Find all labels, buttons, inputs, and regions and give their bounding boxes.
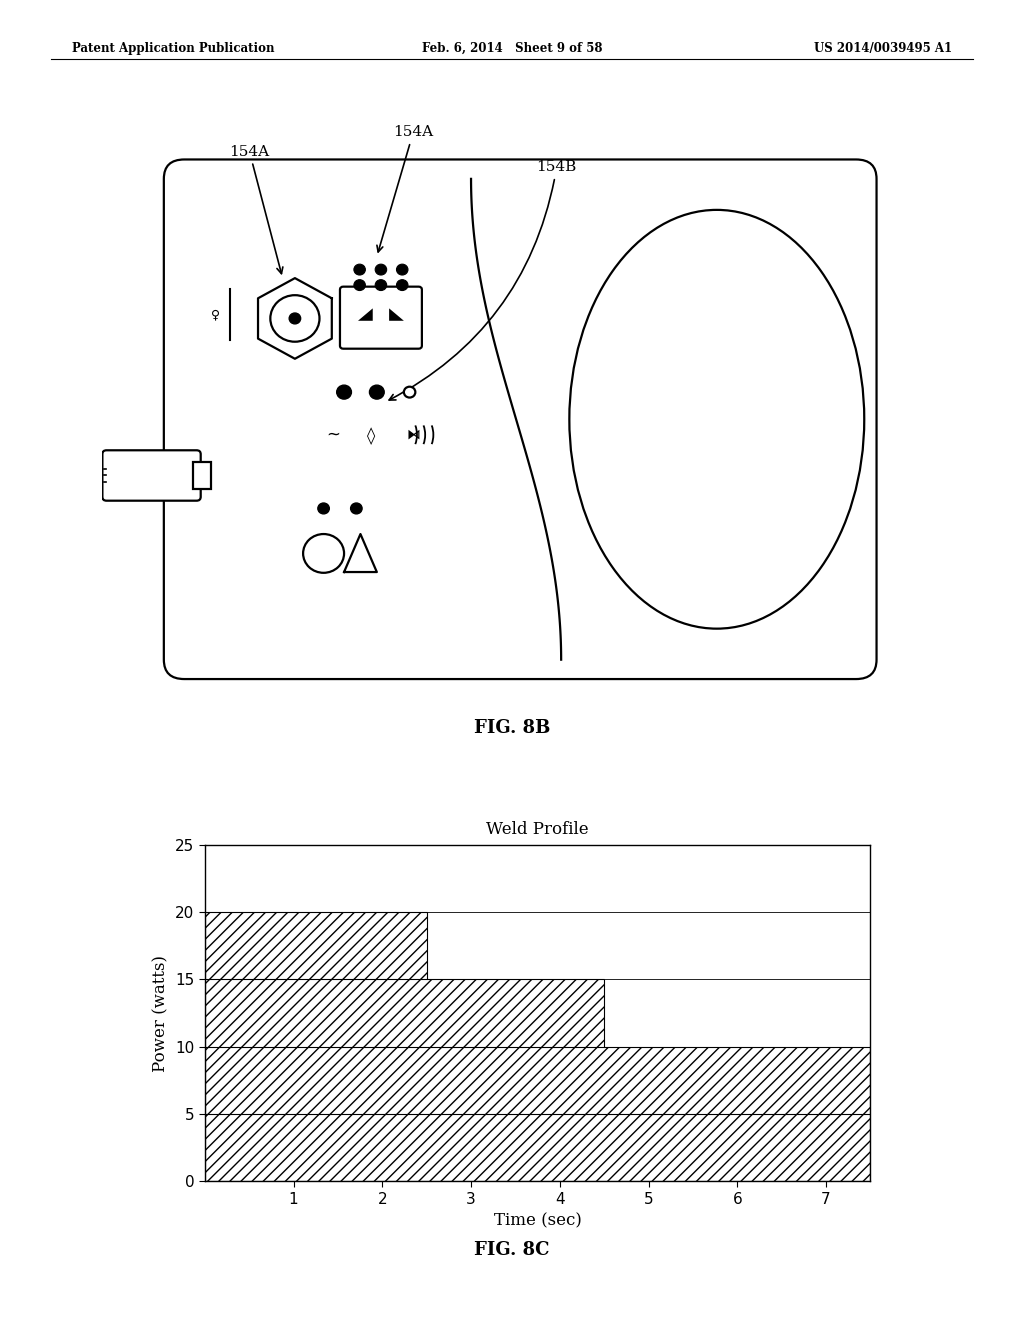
- Text: FIG. 8B: FIG. 8B: [474, 719, 550, 738]
- Text: 154A: 154A: [377, 125, 433, 252]
- Y-axis label: Power (watts): Power (watts): [153, 954, 170, 1072]
- Circle shape: [289, 313, 301, 323]
- Circle shape: [350, 503, 362, 513]
- Polygon shape: [389, 309, 403, 321]
- Bar: [205, 979, 604, 1181]
- Circle shape: [317, 503, 330, 513]
- Circle shape: [396, 264, 408, 275]
- Circle shape: [375, 264, 387, 275]
- Circle shape: [403, 387, 416, 397]
- FancyBboxPatch shape: [102, 450, 201, 500]
- Text: 154B: 154B: [389, 160, 577, 400]
- Polygon shape: [358, 309, 373, 321]
- Ellipse shape: [569, 210, 864, 628]
- Text: US 2014/0039495 A1: US 2014/0039495 A1: [814, 42, 952, 55]
- X-axis label: Time (sec): Time (sec): [494, 1212, 582, 1229]
- Bar: [205, 1047, 870, 1181]
- Text: Feb. 6, 2014   Sheet 9 of 58: Feb. 6, 2014 Sheet 9 of 58: [422, 42, 602, 55]
- Title: Weld Profile: Weld Profile: [486, 821, 589, 838]
- Circle shape: [396, 280, 408, 290]
- Circle shape: [270, 296, 319, 342]
- Circle shape: [370, 385, 384, 399]
- Circle shape: [354, 264, 366, 275]
- Text: ◊: ◊: [367, 428, 375, 445]
- Text: ~: ~: [327, 426, 340, 444]
- FancyBboxPatch shape: [164, 160, 877, 678]
- FancyBboxPatch shape: [340, 286, 422, 348]
- Bar: [193, 462, 211, 488]
- Text: ⧑: ⧑: [407, 428, 421, 442]
- Bar: [205, 912, 427, 1181]
- Bar: [205, 1114, 870, 1181]
- Circle shape: [303, 535, 344, 573]
- Circle shape: [354, 280, 366, 290]
- Text: ♀: ♀: [211, 308, 220, 321]
- Circle shape: [337, 385, 351, 399]
- Text: FIG. 8C: FIG. 8C: [474, 1241, 550, 1259]
- Circle shape: [375, 280, 387, 290]
- Text: Patent Application Publication: Patent Application Publication: [72, 42, 274, 55]
- Text: 154A: 154A: [229, 145, 283, 273]
